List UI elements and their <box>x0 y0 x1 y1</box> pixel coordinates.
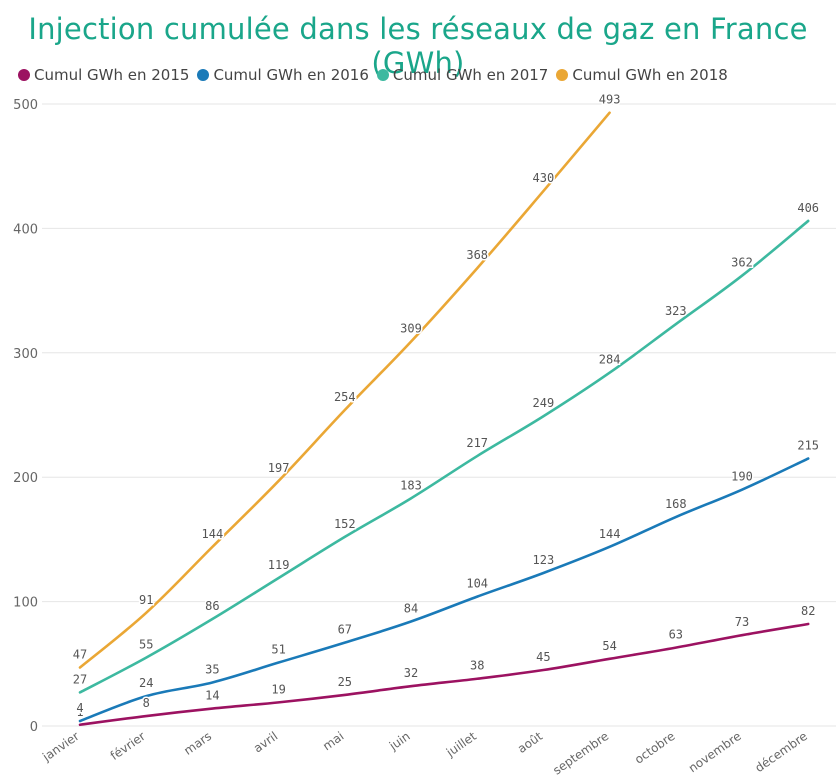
x-tick-label: décembre <box>752 729 809 775</box>
legend-marker <box>556 69 569 81</box>
chart-title: Injection cumulée dans les réseaux de ga… <box>28 12 808 80</box>
data-labels: 1 8 14 19 25 32 38 45 54 63 73 82 4 24 35 51 67 84 104 123 1… <box>71 91 820 720</box>
data-label: 144 <box>599 527 621 541</box>
data-label: 168 <box>665 497 687 511</box>
data-label: 197 <box>268 461 290 475</box>
legend-label: Cumul GWh en 2015 <box>34 66 190 84</box>
x-tick-label: novembre <box>686 729 744 775</box>
data-label: 51 <box>271 643 285 657</box>
legend: Cumul GWh en 2015 Cumul GWh en 2016 Cumul … <box>18 64 736 86</box>
data-label: 24 <box>139 676 153 690</box>
y-tick-label: 300 <box>13 347 38 362</box>
x-tick-label: août <box>515 729 545 756</box>
data-label: 144 <box>202 527 224 541</box>
data-label: 27 <box>73 672 87 686</box>
data-label: 32 <box>404 666 418 680</box>
series-line[interactable] <box>78 111 611 669</box>
data-label: 19 <box>271 682 285 696</box>
data-label: 430 <box>533 171 555 185</box>
legend-label: Cumul GWh en 2018 <box>572 66 728 84</box>
y-tick-label: 0 <box>30 720 38 735</box>
data-label: 183 <box>400 478 422 492</box>
data-label: 123 <box>533 553 555 567</box>
data-label: 406 <box>797 201 819 215</box>
data-label: 1 <box>76 705 83 719</box>
series-line[interactable] <box>78 219 810 694</box>
series-line[interactable] <box>78 457 810 723</box>
data-label: 63 <box>669 628 683 642</box>
data-label: 38 <box>470 659 484 673</box>
data-label: 55 <box>139 638 153 652</box>
y-tick-label: 500 <box>13 98 38 113</box>
data-label: 25 <box>338 675 352 689</box>
data-label: 493 <box>599 93 621 107</box>
x-tick-label: juin <box>386 729 413 754</box>
y-tick-label: 100 <box>13 596 38 611</box>
legend-item[interactable]: Cumul GWh en 2016 <box>197 66 369 84</box>
data-label: 86 <box>205 599 219 613</box>
data-label: 45 <box>536 650 550 664</box>
x-tick-label: juillet <box>443 729 479 760</box>
data-label: 8 <box>143 696 150 710</box>
x-tick-label: mai <box>320 729 346 753</box>
data-label: 35 <box>205 662 219 676</box>
x-axis: janvier février mars avril mai juin juillet aoû… <box>39 729 810 778</box>
x-tick-label: janvier <box>39 729 82 765</box>
data-label: 190 <box>731 470 753 484</box>
data-label: 368 <box>466 248 488 262</box>
data-label: 54 <box>602 639 616 653</box>
legend-item[interactable]: Cumul GWh en 2015 <box>18 66 189 84</box>
x-tick-label: septembre <box>550 729 611 778</box>
legend-marker <box>18 69 30 81</box>
data-label: 254 <box>334 390 356 404</box>
data-label: 309 <box>400 322 422 336</box>
y-axis: 0 100 200 300 400 500 <box>13 98 38 735</box>
data-label: 249 <box>533 396 555 410</box>
y-tick-label: 400 <box>13 222 38 237</box>
x-tick-label: avril <box>251 729 280 755</box>
data-label: 84 <box>404 602 418 616</box>
data-label: 284 <box>599 353 621 367</box>
gridlines <box>42 103 836 727</box>
data-label: 217 <box>466 436 488 450</box>
data-label: 91 <box>139 593 153 607</box>
legend-item[interactable]: Cumul GWh en 2018 <box>556 66 728 84</box>
legend-label: Cumul GWh en 2016 <box>213 66 369 84</box>
data-label: 4 <box>76 701 83 715</box>
data-label: 47 <box>73 648 87 662</box>
series-lines <box>78 111 810 727</box>
data-label: 67 <box>338 623 352 637</box>
data-label: 119 <box>268 558 290 572</box>
legend-item[interactable]: Cumul GWh en 2017 <box>376 66 549 84</box>
legend-marker <box>197 69 210 81</box>
series-line[interactable] <box>78 622 810 727</box>
data-label: 215 <box>797 439 819 453</box>
data-label: 323 <box>665 304 687 318</box>
x-tick-label: octobre <box>632 729 677 767</box>
x-tick-label: mars <box>181 729 214 758</box>
data-label: 152 <box>334 517 356 531</box>
x-tick-label: février <box>108 729 148 763</box>
data-label: 73 <box>735 615 749 629</box>
y-tick-label: 200 <box>13 471 38 486</box>
legend-label: Cumul GWh en 2017 <box>392 66 549 84</box>
data-label: 14 <box>205 689 219 703</box>
data-label: 82 <box>801 604 815 618</box>
legend-marker <box>376 69 389 81</box>
data-label: 104 <box>466 577 488 591</box>
data-label: 362 <box>731 256 753 270</box>
